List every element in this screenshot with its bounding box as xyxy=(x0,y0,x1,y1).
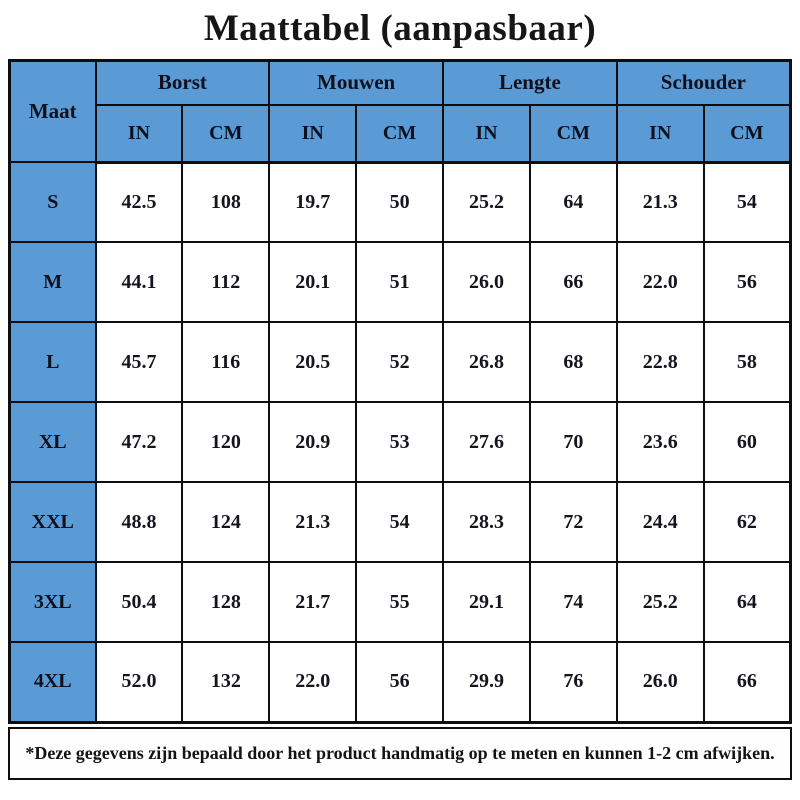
value-cell: 56 xyxy=(702,241,792,324)
value-cell: 22.8 xyxy=(615,321,705,404)
table-row: S 42.5 108 19.7 50 25.2 64 21.3 54 xyxy=(8,161,792,244)
value-cell: 60 xyxy=(702,401,792,484)
unit-header-row: IN CM IN CM IN CM IN CM xyxy=(10,104,792,164)
page-title: Maattabel (aanpasbaar) xyxy=(203,8,597,49)
size-cell: M xyxy=(8,241,97,324)
size-cell: 4XL xyxy=(8,641,97,724)
value-cell: 19.7 xyxy=(268,161,358,244)
value-cell: 56 xyxy=(355,641,444,724)
value-cell: 21.7 xyxy=(268,561,358,644)
value-cell: 23.6 xyxy=(615,401,705,484)
value-cell: 53 xyxy=(355,401,444,484)
value-cell: 50 xyxy=(355,161,444,244)
group-header-borst: Borst xyxy=(94,59,271,107)
table-row: XL 47.2 120 20.9 53 27.6 70 23.6 60 xyxy=(8,401,792,484)
unit-header-in: IN xyxy=(615,104,705,164)
value-cell: 25.2 xyxy=(442,161,531,244)
value-cell: 20.9 xyxy=(268,401,358,484)
table-body: S 42.5 108 19.7 50 25.2 64 21.3 54 M 44.1 112 20.1 51… xyxy=(8,161,792,724)
value-cell: 28.3 xyxy=(442,481,531,564)
value-cell: 54 xyxy=(702,161,792,244)
size-cell: 3XL xyxy=(8,561,97,644)
value-cell: 64 xyxy=(528,161,618,244)
value-cell: 52.0 xyxy=(94,641,184,724)
group-header-lengte: Lengte xyxy=(442,59,618,107)
group-header-row: Maat Borst Mouwen Lengte Schouder xyxy=(8,59,792,164)
size-cell: XL xyxy=(8,401,97,484)
size-cell: S xyxy=(8,161,97,244)
value-cell: 70 xyxy=(528,401,618,484)
table-row: 4XL 52.0 132 22.0 56 29.9 76 26.0 66 xyxy=(8,641,792,724)
group-header-mouwen: Mouwen xyxy=(268,59,444,107)
unit-header-cm: CM xyxy=(528,104,618,164)
value-cell: 20.1 xyxy=(268,241,358,324)
unit-header-cm: CM xyxy=(702,104,792,164)
value-cell: 26.8 xyxy=(442,321,531,404)
value-cell: 132 xyxy=(181,641,271,724)
value-cell: 42.5 xyxy=(94,161,184,244)
table-header: Maat Borst Mouwen Lengte Schouder IN CM … xyxy=(8,59,792,164)
value-cell: 29.9 xyxy=(442,641,531,724)
value-cell: 22.0 xyxy=(268,641,358,724)
value-cell: 58 xyxy=(702,321,792,404)
size-table: Maat Borst Mouwen Lengte Schouder IN CM … xyxy=(8,58,792,724)
footnote-box: *Deze gegevens zijn bepaald door het pro… xyxy=(8,726,792,780)
value-cell: 112 xyxy=(181,241,271,324)
value-cell: 24.4 xyxy=(615,481,705,564)
value-cell: 66 xyxy=(528,241,618,324)
unit-header-cm: CM xyxy=(355,104,444,164)
value-cell: 76 xyxy=(528,641,618,724)
value-cell: 45.7 xyxy=(94,321,184,404)
table-row: XXL 48.8 124 21.3 54 28.3 72 24.4 62 xyxy=(8,481,792,564)
value-cell: 72 xyxy=(528,481,618,564)
value-cell: 21.3 xyxy=(615,161,705,244)
value-cell: 128 xyxy=(181,561,271,644)
value-cell: 47.2 xyxy=(94,401,184,484)
value-cell: 108 xyxy=(181,161,271,244)
value-cell: 74 xyxy=(528,561,618,644)
value-cell: 62 xyxy=(702,481,792,564)
table-row: M 44.1 112 20.1 51 26.0 66 22.0 56 xyxy=(8,241,792,324)
footnote-text: *Deze gegevens zijn bepaald door het pro… xyxy=(25,742,775,763)
value-cell: 54 xyxy=(355,481,444,564)
value-cell: 21.3 xyxy=(268,481,358,564)
group-header-schouder: Schouder xyxy=(615,59,792,107)
unit-header-in: IN xyxy=(94,104,184,164)
value-cell: 48.8 xyxy=(94,481,184,564)
value-cell: 27.6 xyxy=(442,401,531,484)
corner-cell-maat: Maat xyxy=(8,59,97,164)
unit-header-in: IN xyxy=(442,104,531,164)
value-cell: 50.4 xyxy=(94,561,184,644)
unit-header-in: IN xyxy=(268,104,358,164)
value-cell: 52 xyxy=(355,321,444,404)
value-cell: 26.0 xyxy=(615,641,705,724)
value-cell: 20.5 xyxy=(268,321,358,404)
value-cell: 44.1 xyxy=(94,241,184,324)
value-cell: 64 xyxy=(702,561,792,644)
size-cell: L xyxy=(8,321,97,404)
value-cell: 55 xyxy=(355,561,444,644)
size-cell: XXL xyxy=(8,481,97,564)
value-cell: 22.0 xyxy=(615,241,705,324)
value-cell: 120 xyxy=(181,401,271,484)
table-row: 3XL 50.4 128 21.7 55 29.1 74 25.2 64 xyxy=(8,561,792,644)
value-cell: 25.2 xyxy=(615,561,705,644)
value-cell: 124 xyxy=(181,481,271,564)
table-row: L 45.7 116 20.5 52 26.8 68 22.8 58 xyxy=(8,321,792,404)
unit-header-cm: CM xyxy=(181,104,271,164)
value-cell: 26.0 xyxy=(442,241,531,324)
value-cell: 68 xyxy=(528,321,618,404)
value-cell: 29.1 xyxy=(442,561,531,644)
value-cell: 66 xyxy=(702,641,792,724)
value-cell: 116 xyxy=(181,321,271,404)
value-cell: 51 xyxy=(355,241,444,324)
